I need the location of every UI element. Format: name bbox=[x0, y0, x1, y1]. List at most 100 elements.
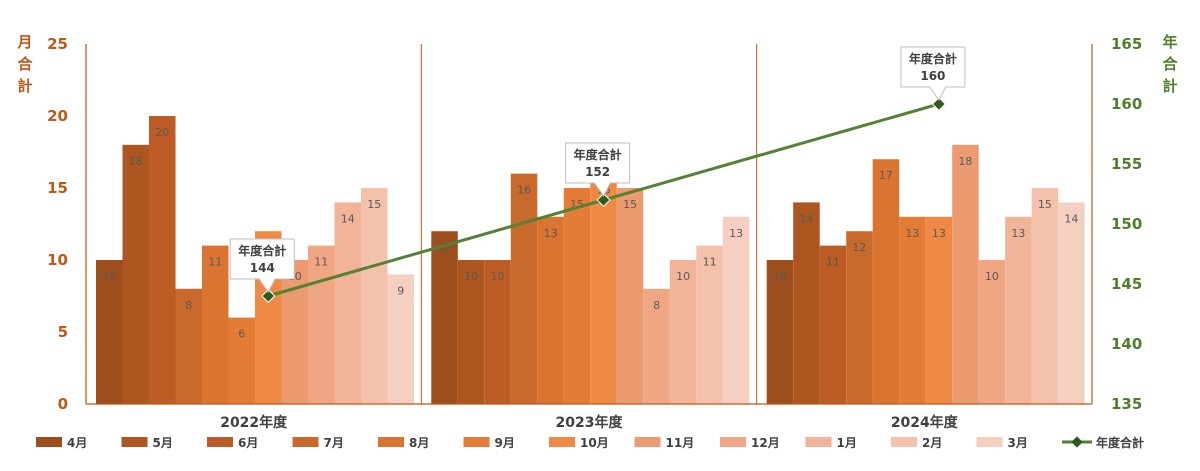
bar bbox=[96, 260, 123, 404]
bar bbox=[334, 202, 361, 404]
data-label: 10 bbox=[985, 270, 999, 283]
legend-swatch bbox=[378, 437, 404, 447]
y2-axis-title-char: 計 bbox=[1162, 77, 1177, 95]
bar bbox=[202, 245, 229, 404]
data-label: 10 bbox=[773, 270, 787, 283]
data-label: 11 bbox=[703, 256, 717, 269]
bar bbox=[643, 288, 670, 404]
y-tick-label: 20 bbox=[47, 107, 68, 125]
bar bbox=[175, 288, 202, 404]
y2-tick-label: 160 bbox=[1111, 95, 1142, 113]
category-label: 2024年度 bbox=[891, 414, 959, 431]
bar bbox=[563, 188, 591, 404]
data-label: 10 bbox=[491, 270, 505, 283]
data-label: 18 bbox=[958, 155, 972, 168]
y-axis-title-char: 計 bbox=[17, 77, 32, 95]
data-label: 18 bbox=[129, 155, 143, 168]
legend-swatch bbox=[720, 437, 746, 447]
callout-box bbox=[565, 142, 631, 197]
data-label: 10 bbox=[464, 270, 478, 283]
legend-swatch bbox=[805, 437, 832, 447]
legend-label: 11月 bbox=[666, 436, 695, 450]
legend-label: 10月 bbox=[580, 436, 609, 450]
legend-line-marker bbox=[1071, 436, 1083, 448]
data-label: 15 bbox=[1038, 198, 1052, 211]
bar bbox=[122, 144, 149, 405]
line-point bbox=[596, 192, 611, 208]
line-layer bbox=[261, 96, 946, 304]
bar bbox=[457, 260, 485, 404]
legend-swatch bbox=[549, 437, 575, 447]
legend-label: 1月 bbox=[837, 436, 857, 450]
data-label: 9 bbox=[397, 284, 404, 297]
bar bbox=[846, 231, 873, 404]
data-label: 6 bbox=[238, 328, 245, 341]
y2-axis-title-char: 合 bbox=[1161, 55, 1178, 73]
legend-swatch bbox=[891, 437, 917, 447]
y2-tick-label: 135 bbox=[1111, 395, 1142, 413]
bar bbox=[872, 159, 900, 404]
data-label: 14 bbox=[799, 212, 813, 225]
bar bbox=[696, 245, 723, 404]
bar bbox=[387, 274, 414, 404]
y-tick-label: 15 bbox=[47, 179, 68, 197]
legend-swatch bbox=[292, 437, 319, 447]
y2-tick-label: 145 bbox=[1111, 275, 1142, 293]
data-label: 20 bbox=[155, 126, 169, 139]
y-tick-label: 0 bbox=[58, 395, 68, 413]
y-tick-label: 10 bbox=[47, 251, 68, 269]
bar bbox=[766, 260, 794, 404]
bar bbox=[722, 216, 750, 404]
data-label: 15 bbox=[367, 198, 381, 211]
data-label: 13 bbox=[905, 227, 919, 240]
callout-value: 160 bbox=[920, 69, 945, 83]
bar bbox=[819, 245, 847, 404]
callout-box bbox=[229, 238, 295, 293]
data-label: 15 bbox=[623, 198, 637, 211]
bar bbox=[281, 260, 308, 404]
data-label: 8 bbox=[653, 299, 660, 312]
legend-label: 3月 bbox=[1008, 436, 1028, 450]
data-label: 10 bbox=[102, 270, 116, 283]
y2-tick-label: 165 bbox=[1111, 35, 1142, 53]
legend-label: 9月 bbox=[495, 436, 515, 450]
legend-swatch bbox=[463, 437, 490, 447]
legend-label: 6月 bbox=[238, 436, 258, 450]
bar bbox=[228, 317, 255, 404]
legend-swatch bbox=[976, 437, 1003, 447]
data-label: 13 bbox=[544, 227, 558, 240]
data-label: 16 bbox=[517, 184, 531, 197]
legend-label: 2月 bbox=[922, 436, 942, 450]
y2-tick-label: 150 bbox=[1111, 215, 1142, 233]
line-point bbox=[261, 288, 276, 304]
data-label: 13 bbox=[729, 227, 743, 240]
callout-value: 152 bbox=[585, 165, 610, 179]
callout-label: 年度合計 bbox=[574, 147, 622, 162]
bar bbox=[899, 216, 926, 404]
data-label: 13 bbox=[1011, 227, 1025, 240]
bar bbox=[1058, 202, 1085, 404]
callout-label: 年度合計 bbox=[238, 243, 286, 258]
y-tick-label: 5 bbox=[58, 323, 68, 341]
legend-label: 8月 bbox=[409, 436, 429, 450]
legend-label: 7月 bbox=[324, 436, 344, 450]
legend-label: 5月 bbox=[153, 436, 173, 450]
bar bbox=[590, 173, 617, 404]
data-label: 11 bbox=[208, 256, 222, 269]
legend-label: 4月 bbox=[67, 436, 87, 450]
y2-axis-title-char: 年 bbox=[1162, 33, 1177, 51]
data-label: 11 bbox=[826, 256, 840, 269]
bar bbox=[149, 116, 176, 404]
bar bbox=[978, 260, 1006, 404]
bars-layer: 1018208116121011141591210101613151615810… bbox=[96, 116, 1085, 405]
legend-swatch bbox=[36, 437, 62, 447]
data-label: 12 bbox=[852, 241, 866, 254]
legend-label: 12月 bbox=[751, 436, 780, 450]
data-label: 13 bbox=[932, 227, 946, 240]
callout-label: 年度合計 bbox=[909, 51, 957, 66]
bar bbox=[537, 216, 564, 404]
y-axis-title-char: 合 bbox=[16, 55, 33, 73]
category-label: 2023年度 bbox=[556, 414, 624, 431]
bar bbox=[431, 231, 458, 404]
